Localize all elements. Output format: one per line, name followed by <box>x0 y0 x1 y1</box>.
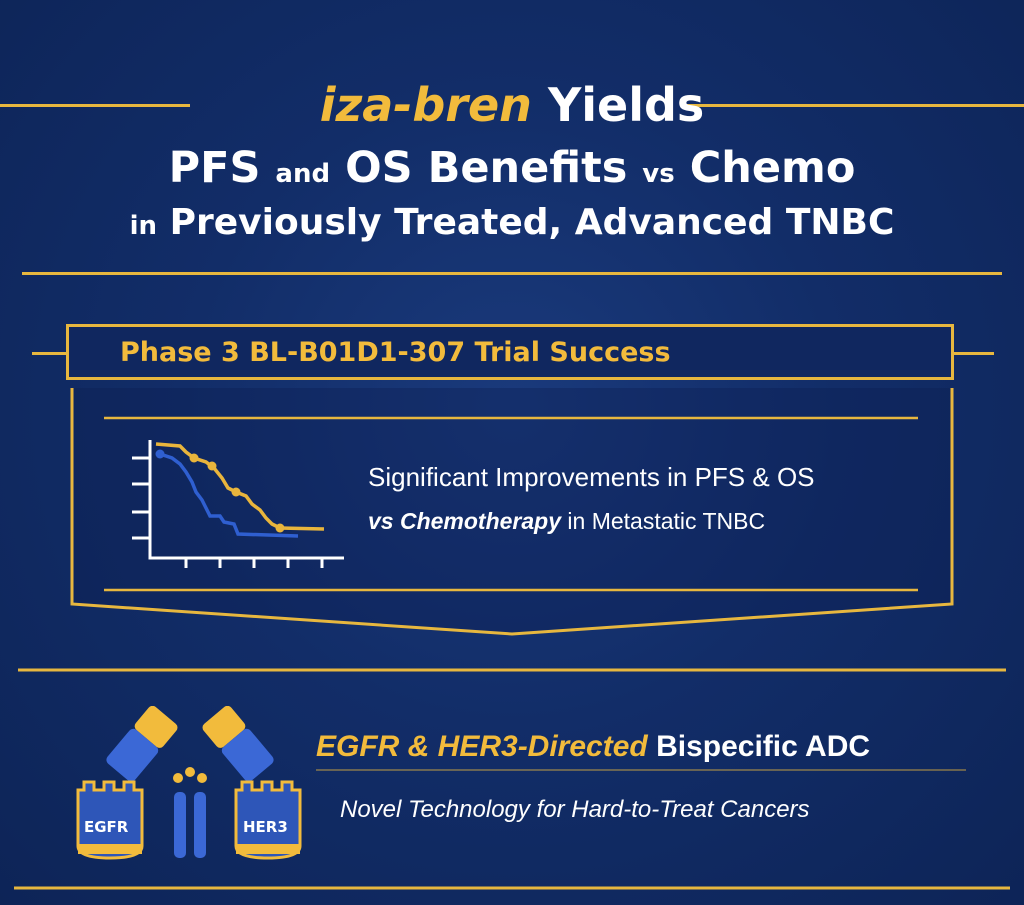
page-title-line3: in Previously Treated, Advanced TNBC <box>0 198 1024 251</box>
survival-curve-icon <box>132 440 344 568</box>
title-vs: vs <box>642 159 675 189</box>
her3-receptor-label: HER3 <box>243 818 288 836</box>
page-title-line1: iza-bren Yields <box>0 78 1024 132</box>
title-rule-right <box>684 104 1024 107</box>
page-title-line2: PFS and OS Benefits vs Chemo <box>0 140 1024 202</box>
bispecific-antibody-icon <box>76 706 302 860</box>
title-os-benefits: OS Benefits <box>345 143 628 193</box>
title-in: in <box>129 211 158 241</box>
title-yields: Yields <box>547 78 705 132</box>
trial-banner <box>66 324 954 380</box>
header-divider <box>22 272 1002 275</box>
title-rule-left <box>0 104 190 107</box>
title-chemo: Chemo <box>689 143 856 193</box>
banner-rule-right <box>954 352 994 355</box>
drug-name: iza-bren <box>319 78 532 132</box>
results-headline: Significant Improvements in PFS & OS <box>368 462 815 492</box>
results-subline: vs Chemotherapy in Metastatic TNBC <box>368 506 765 536</box>
mechanism-targets: EGFR & HER3-Directed <box>316 730 648 763</box>
egfr-receptor-label: EGFR <box>84 818 129 836</box>
trial-banner-text: Phase 3 BL-B01D1-307 Trial Success <box>120 337 671 368</box>
results-vs: vs <box>368 508 394 534</box>
mechanism-modality: Bispecific ADC <box>656 730 871 763</box>
results-setting: in Metastatic TNBC <box>567 508 766 534</box>
mechanism-title: EGFR & HER3-Directed Bispecific ADC <box>316 728 870 766</box>
results-chemotherapy: Chemotherapy <box>399 508 562 534</box>
title-pfs: PFS <box>168 143 261 193</box>
mechanism-subtitle: Novel Technology for Hard-to-Treat Cance… <box>340 796 810 823</box>
banner-rule-left <box>32 352 66 355</box>
title-and: and <box>275 159 331 189</box>
title-population: Previously Treated, Advanced TNBC <box>169 202 895 243</box>
